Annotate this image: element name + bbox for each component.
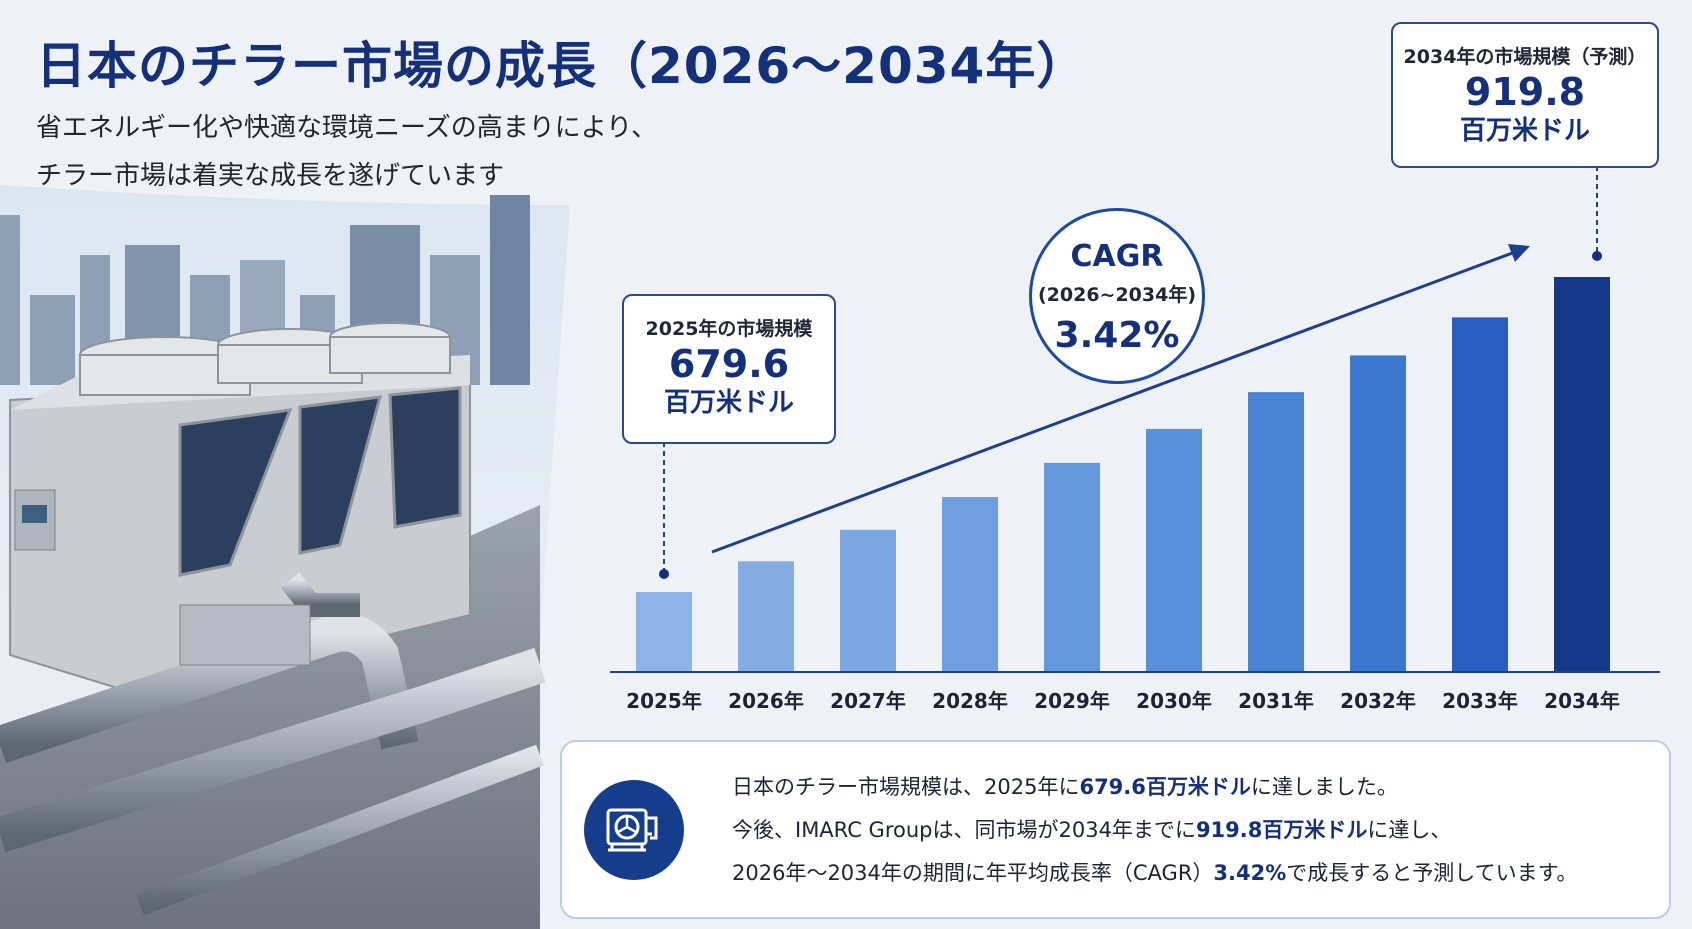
cagr-value: 3.42% — [1054, 315, 1180, 356]
bar-2034年 — [1554, 277, 1610, 672]
tick-label-2031年: 2031年 — [1238, 689, 1314, 713]
fan-housings — [79, 322, 451, 396]
tick-label-2029年: 2029年 — [1034, 689, 1110, 713]
cagr-badge: CAGR (2026~2034年) 3.42% — [1029, 208, 1205, 384]
callout-2034-unit: 百万米ドル — [1459, 116, 1590, 146]
callout-2034-value: 919.8 — [1464, 70, 1586, 114]
city-skyline — [0, 195, 530, 385]
callout-2034-market-size: 2034年の市場規模（予測） 919.8 百万米ドル — [1391, 22, 1659, 168]
tick-label-2032年: 2032年 — [1340, 689, 1416, 713]
bar-2030年 — [1146, 428, 1202, 672]
summary-line-1: 日本のチラー市場規模は、2025年に679.6百万米ドルに達しました。 — [732, 775, 1398, 799]
tick-label-2033年: 2033年 — [1442, 689, 1518, 713]
cagr-period: (2026~2034年) — [1037, 284, 1197, 306]
bar-2026年 — [738, 561, 794, 672]
tick-label-2025年: 2025年 — [626, 689, 702, 713]
x-axis-tick-labels: 2025年 2026年 2027年 2028年 2029年 2030年 2031年 2032年… — [626, 689, 1620, 713]
bar-2033年 — [1452, 317, 1508, 672]
page-title: 日本のチラー市場の成長（2026～2034年） — [36, 37, 1088, 95]
trend-arrow — [711, 244, 1530, 554]
trend-line — [711, 250, 1516, 554]
bar-2031年 — [1248, 392, 1304, 672]
coil-panels — [178, 386, 462, 577]
bar-2029年 — [1044, 462, 1100, 672]
trend-arrowhead — [1508, 244, 1530, 262]
chiller-unit-icon — [584, 780, 684, 880]
tick-label-2030年: 2030年 — [1136, 689, 1212, 713]
chiller-photo — [0, 185, 570, 929]
leader-dot-1 — [1592, 251, 1602, 261]
callout-leader-lines — [659, 166, 1602, 579]
bar-2025年 — [636, 592, 692, 672]
callout-2025-label: 2025年の市場規模 — [645, 318, 813, 340]
bar-2028年 — [942, 497, 998, 672]
callout-2034-label: 2034年の市場規模（予測） — [1403, 46, 1647, 68]
page-subtitle: 省エネルギー化や快適な環境ニーズの高まりにより、 チラー市場は着実な成長を遂げて… — [36, 104, 736, 200]
callout-2025-unit: 百万米ドル — [663, 388, 794, 418]
cagr-title: CAGR — [1070, 239, 1164, 274]
callout-2025-value: 679.6 — [668, 342, 790, 386]
tick-label-2027年: 2027年 — [830, 689, 906, 713]
summary-line-3: 2026年～2034年の期間に年平均成長率（CAGR）3.42%で成長すると予測… — [732, 861, 1578, 885]
callout-2025-market-size: 2025年の市場規模 679.6 百万米ドル — [622, 294, 836, 444]
tick-label-2028年: 2028年 — [932, 689, 1008, 713]
tick-label-2034年: 2034年 — [1544, 689, 1620, 713]
subtitle-line-1: 省エネルギー化や快適な環境ニーズの高まりにより、 — [36, 113, 658, 143]
subtitle-line-2: チラー市場は着実な成長を遂げています — [36, 161, 505, 191]
tick-label-2026年: 2026年 — [728, 689, 804, 713]
bar-series — [636, 277, 1610, 672]
summary-line-2: 今後、IMARC Groupは、同市場が2034年までに919.8百万米ドルに達… — [732, 818, 1452, 842]
bar-2027年 — [840, 529, 896, 672]
leader-dot-0 — [659, 569, 669, 579]
summary-box: 日本のチラー市場規模は、2025年に679.6百万米ドルに達しました。 今後、I… — [560, 740, 1671, 919]
bar-2032年 — [1350, 355, 1406, 672]
